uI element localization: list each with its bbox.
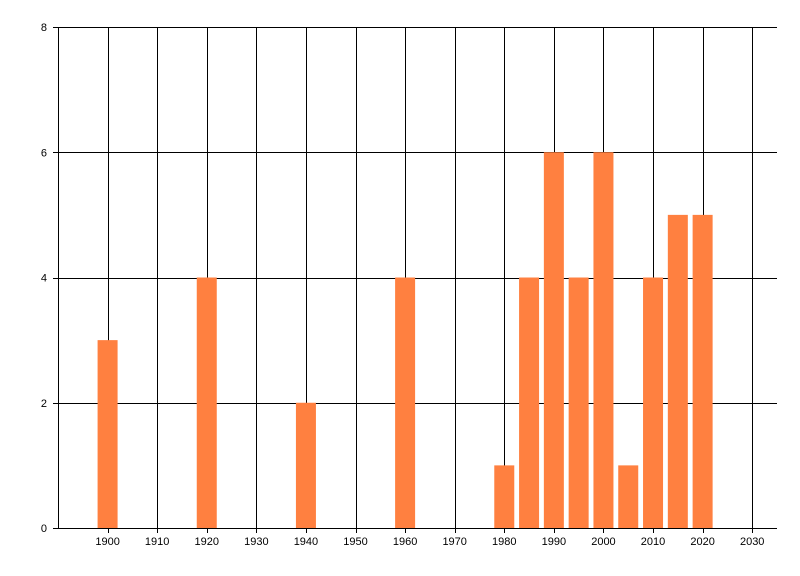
bar (593, 152, 614, 528)
x-tick-label: 1960 (393, 536, 417, 548)
bar (643, 277, 664, 528)
bar (494, 465, 515, 528)
x-axis-ticks: 1900 1910 1920 1930 1940 1950 1960 1970 1980 1990… (95, 536, 764, 548)
chart-bars (97, 152, 713, 528)
x-tick-label: 1920 (195, 536, 219, 548)
bar (692, 214, 713, 528)
y-tick-label: 2 (41, 398, 47, 410)
bar (568, 277, 589, 528)
bar (97, 340, 118, 528)
y-tick-label: 0 (41, 523, 47, 535)
x-tick-label: 2010 (641, 536, 665, 548)
chart-axes (58, 27, 777, 529)
x-tick-label: 1900 (95, 536, 119, 548)
x-tick-label: 1950 (343, 536, 367, 548)
x-tick-label: 1930 (244, 536, 268, 548)
bar (667, 214, 688, 528)
x-tick-label: 2030 (740, 536, 764, 548)
x-tick-label: 2000 (591, 536, 615, 548)
x-tick-label: 1990 (542, 536, 566, 548)
x-tick-label: 1970 (442, 536, 466, 548)
y-axis-ticks: 0 2 4 6 8 (41, 22, 47, 535)
bar (519, 277, 540, 528)
y-tick-label: 4 (41, 273, 47, 285)
bar (395, 277, 416, 528)
bar (543, 152, 564, 528)
bar (196, 277, 217, 528)
x-tick-label: 1940 (294, 536, 318, 548)
x-tick-label: 2020 (690, 536, 714, 548)
y-tick-label: 6 (41, 147, 47, 159)
bar (295, 402, 316, 528)
x-tick-label: 1910 (145, 536, 169, 548)
bar (618, 465, 639, 528)
x-tick-label: 1980 (492, 536, 516, 548)
y-tick-label: 8 (41, 22, 47, 34)
